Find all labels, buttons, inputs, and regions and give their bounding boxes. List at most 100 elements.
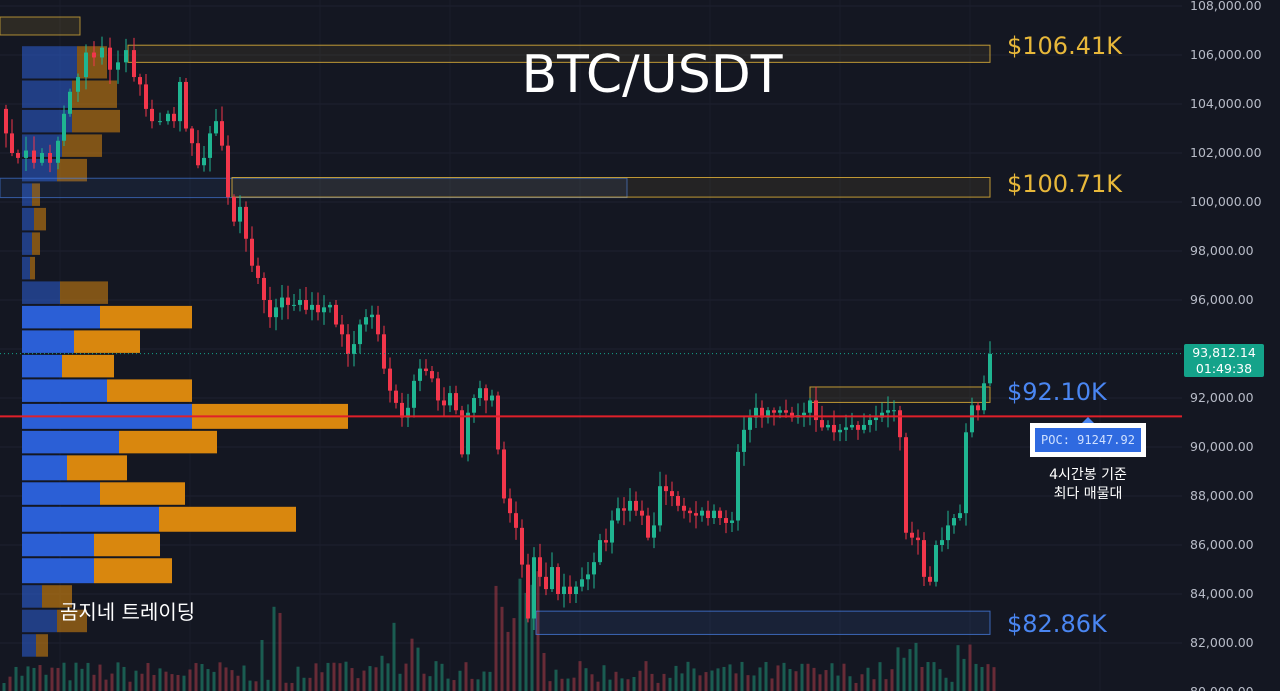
- volume-bar: [974, 663, 978, 691]
- candle-body: [358, 324, 362, 345]
- candle-body: [124, 50, 128, 63]
- profile-buy-bar: [22, 354, 62, 378]
- candles: [4, 36, 992, 630]
- candle-body: [346, 334, 350, 354]
- volume-bar: [302, 677, 306, 691]
- volume-bar: [374, 667, 378, 691]
- candle-body: [466, 412, 470, 455]
- candle-body: [586, 574, 590, 580]
- volume-bar: [236, 675, 240, 691]
- volume-bar: [338, 663, 342, 691]
- candle-body: [892, 410, 896, 412]
- level-labels: $106.41K $100.71K $92.10K $82.86K: [1007, 32, 1123, 638]
- volume-bar: [134, 670, 138, 691]
- candle-body: [976, 405, 980, 411]
- volume-bar: [272, 606, 276, 691]
- volume-bar: [656, 682, 660, 691]
- candle-body: [832, 424, 836, 433]
- volume-bars: [2, 571, 996, 691]
- candle-body: [988, 353, 992, 384]
- volume-bar: [224, 667, 228, 691]
- candle-body: [448, 393, 452, 406]
- candle-body: [478, 388, 482, 398]
- candle-body: [826, 424, 830, 428]
- candle-body: [208, 133, 212, 158]
- candle-body: [898, 410, 902, 438]
- volume-bar: [86, 662, 90, 691]
- candle-body: [934, 545, 938, 582]
- level-label: $82.86K: [1007, 610, 1108, 638]
- candle-body: [382, 334, 386, 369]
- y-tick-label: 96,000.00: [1190, 292, 1254, 307]
- candle-body: [820, 420, 824, 428]
- profile-buy-bar: [22, 305, 100, 329]
- zone-82k: [535, 610, 991, 635]
- candle-body: [250, 238, 254, 266]
- volume-bar: [266, 679, 270, 691]
- volume-bar: [632, 677, 636, 691]
- volume-bar: [626, 679, 630, 691]
- candle-body: [412, 380, 416, 408]
- candle-body: [84, 52, 88, 78]
- volume-bar: [776, 665, 780, 691]
- candle-body: [16, 153, 20, 158]
- volume-bar: [764, 661, 768, 691]
- candle-body: [706, 510, 710, 519]
- candle-body: [68, 91, 72, 114]
- poc-label: POC: 91247.92: [1041, 433, 1135, 447]
- profile-buy-bar: [22, 506, 159, 532]
- candle-body: [4, 108, 8, 134]
- volume-bar: [944, 677, 948, 691]
- candle-body: [748, 417, 752, 430]
- candle-body: [286, 297, 290, 305]
- candle-body: [100, 47, 104, 58]
- volume-bar: [428, 676, 432, 691]
- volume-bar: [914, 642, 918, 691]
- y-tick-label: 90,000.00: [1190, 439, 1254, 454]
- profile-sell-bar: [107, 379, 192, 402]
- candle-body: [514, 513, 518, 528]
- candle-body: [76, 77, 80, 92]
- candle-body: [138, 77, 142, 85]
- volume-bar: [404, 663, 408, 691]
- candle-body: [640, 510, 644, 516]
- brand-watermark: 곰지네 트레이딩: [60, 600, 195, 624]
- volume-bar: [962, 658, 966, 691]
- profile-sell-bar: [94, 558, 172, 584]
- candle-body: [868, 420, 872, 425]
- candle-body: [92, 52, 96, 58]
- volume-bar: [602, 665, 606, 691]
- volume-bar: [548, 681, 552, 691]
- candle-body: [334, 304, 338, 325]
- volume-bar: [92, 674, 96, 691]
- volume-bar: [314, 663, 318, 691]
- candle-body: [298, 300, 302, 305]
- volume-bar: [320, 672, 324, 691]
- volume-bar: [560, 678, 564, 691]
- candle-body: [48, 153, 52, 163]
- candle-body: [568, 586, 572, 594]
- candle-body: [10, 133, 14, 153]
- candle-body: [610, 520, 614, 543]
- volume-bar: [350, 668, 354, 691]
- volume-bar: [740, 661, 744, 691]
- candle-body: [56, 140, 60, 163]
- candle-body: [922, 540, 926, 577]
- last-price-tag: 93,812.14 01:49:38: [1184, 344, 1264, 377]
- volume-bar: [488, 671, 492, 691]
- candle-body: [178, 81, 182, 122]
- volume-bar: [524, 592, 528, 691]
- profile-buy-bar: [22, 80, 72, 108]
- volume-bar: [170, 674, 174, 691]
- last-price: 93,812.14: [1192, 345, 1256, 360]
- candle-body: [790, 412, 794, 418]
- reference-lines: [0, 353, 1182, 418]
- candle-body: [430, 371, 434, 379]
- volume-bar: [386, 663, 390, 691]
- volume-bar: [470, 678, 474, 691]
- profile-buy-bar: [22, 482, 100, 505]
- profile-buy-bar: [22, 256, 30, 280]
- volume-bar: [110, 673, 114, 691]
